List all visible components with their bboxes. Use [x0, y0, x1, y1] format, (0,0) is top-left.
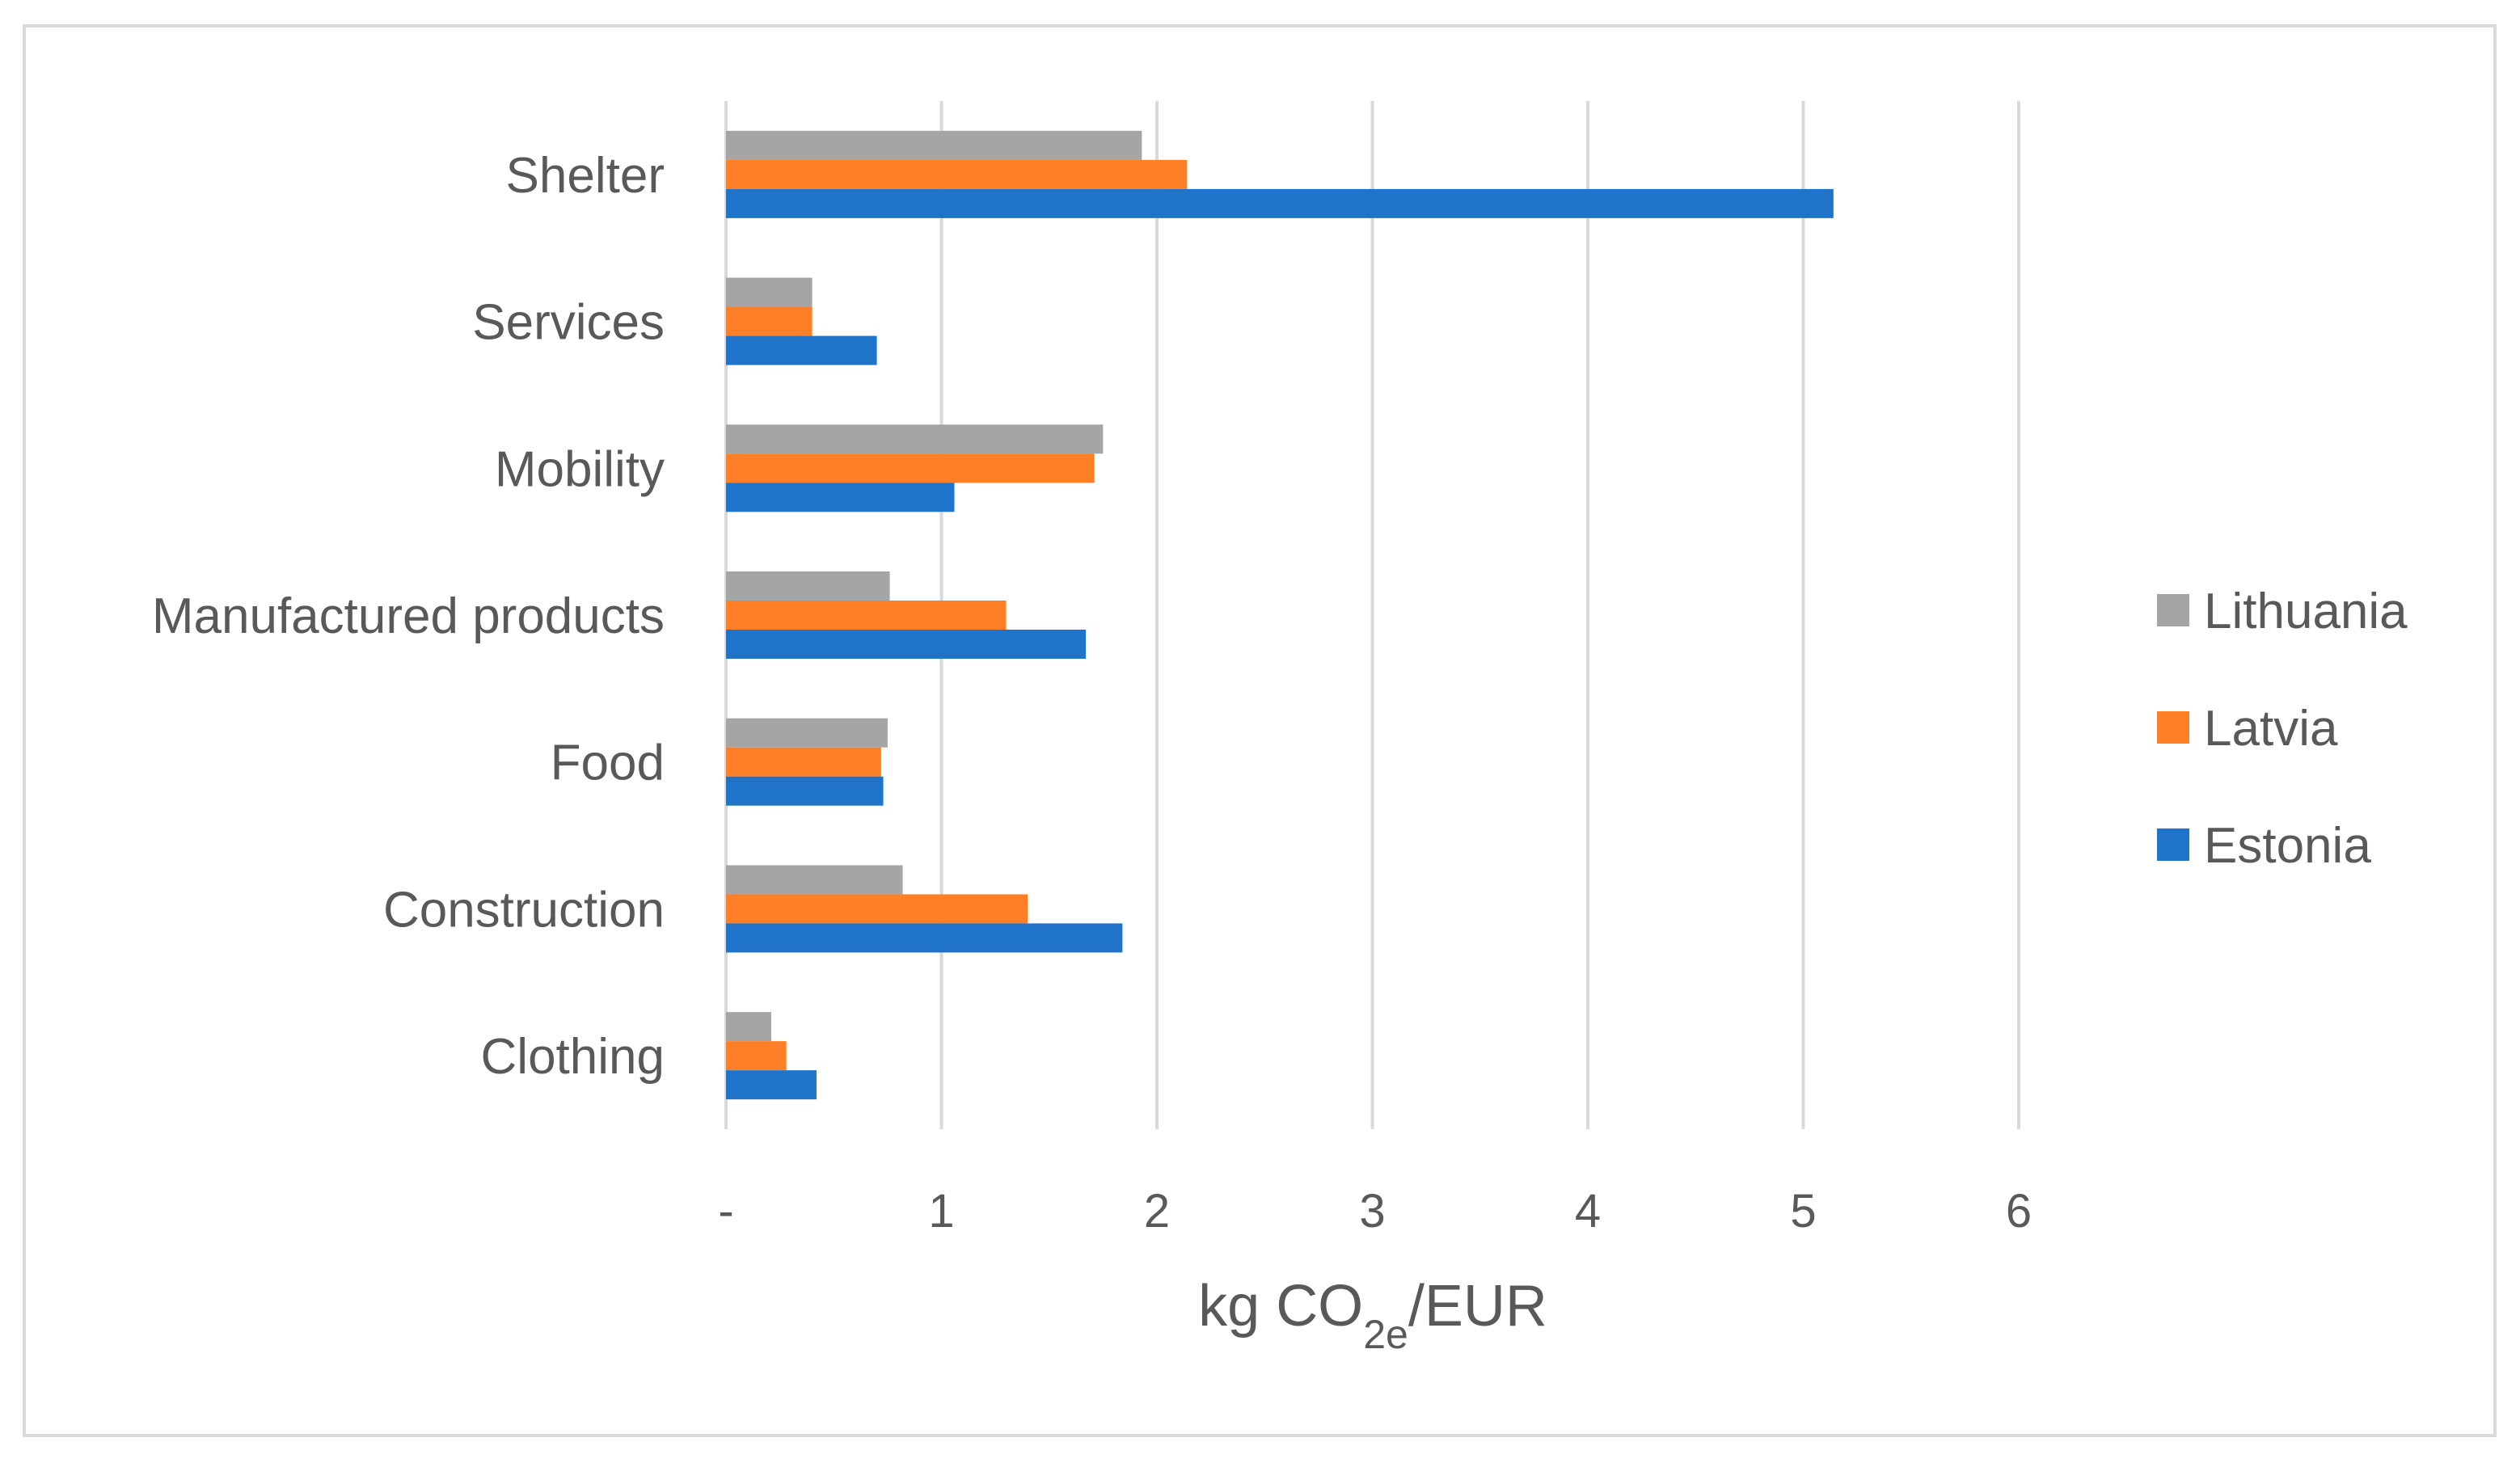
x-tick-labels: - 1 2 3 4 5 6: [718, 1185, 2032, 1237]
x-tick-label: 5: [1790, 1185, 1816, 1237]
bar-lithuania-manufactured-products: [726, 571, 890, 601]
x-tick-label: 1: [928, 1185, 954, 1237]
legend-swatch-latvia: [2157, 711, 2189, 744]
category-label: Construction: [383, 882, 665, 938]
category-labels: Clothing Construction Food Manufactured pro…: [152, 148, 665, 1085]
bars: [726, 130, 1834, 1100]
x-tick-label: 2: [1144, 1185, 1170, 1237]
x-tick-label: 3: [1359, 1185, 1385, 1237]
bar-latvia-clothing: [726, 1041, 787, 1071]
bar-estonia-construction: [726, 923, 1123, 953]
bar-estonia-mobility: [726, 483, 955, 512]
legend-label-latvia: Latvia: [2204, 701, 2338, 757]
bar-estonia-food: [726, 776, 884, 806]
bar-estonia-services: [726, 335, 877, 365]
bar-latvia-construction: [726, 894, 1028, 924]
bar-lithuania-clothing: [726, 1012, 771, 1042]
legend-label-estonia: Estonia: [2204, 818, 2371, 874]
category-label: Mobility: [495, 441, 665, 497]
x-axis-title: kg CO2e/EUR: [1198, 1274, 1547, 1357]
gridlines: [724, 101, 2020, 1129]
x-tick-label: 6: [2006, 1185, 2032, 1237]
legend: Lithuania Latvia Estonia: [2157, 584, 2408, 874]
legend-label-lithuania: Lithuania: [2204, 584, 2408, 639]
x-tick-label: 4: [1575, 1185, 1601, 1237]
category-label: Clothing: [481, 1029, 665, 1085]
bar-lithuania-shelter: [726, 130, 1142, 160]
bar-lithuania-mobility: [726, 424, 1104, 454]
bar-lithuania-construction: [726, 865, 903, 895]
bar-lithuania-food: [726, 718, 888, 748]
bar-lithuania-services: [726, 277, 813, 307]
category-label: Food: [551, 736, 665, 791]
category-label: Manufactured products: [152, 588, 665, 644]
category-label: Services: [472, 295, 665, 351]
bar-latvia-shelter: [726, 159, 1188, 189]
bar-estonia-manufactured-products: [726, 630, 1087, 659]
chart-frame: [23, 24, 2497, 1437]
bar-estonia-shelter: [726, 188, 1834, 218]
bar-latvia-food: [726, 747, 881, 777]
bar-estonia-clothing: [726, 1070, 817, 1100]
category-label: Shelter: [506, 148, 665, 204]
x-tick-label: -: [718, 1185, 733, 1237]
legend-swatch-estonia: [2157, 828, 2189, 861]
bar-latvia-manufactured-products: [726, 601, 1007, 630]
bar-latvia-services: [726, 306, 813, 336]
bar-latvia-mobility: [726, 453, 1095, 483]
legend-swatch-lithuania: [2157, 594, 2189, 626]
